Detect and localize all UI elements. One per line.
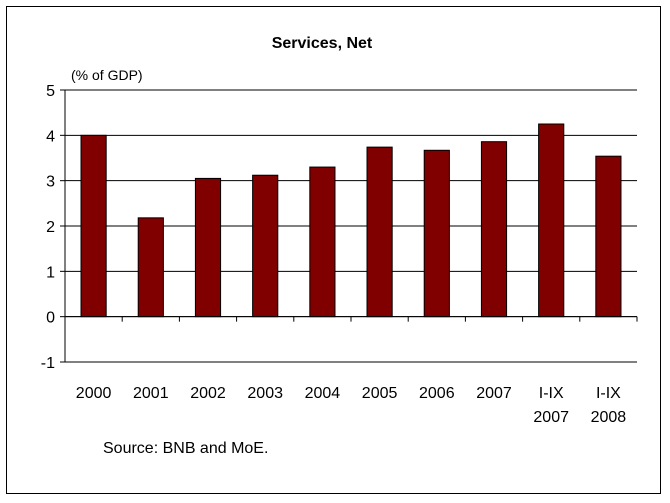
bar xyxy=(480,141,508,318)
x-tick-label: 2001 xyxy=(133,385,169,402)
y-tick-label: 5 xyxy=(46,83,55,100)
x-tick-label: 2006 xyxy=(419,385,455,402)
y-tick-label: 4 xyxy=(46,128,55,145)
source-note: Source: BNB and MoE. xyxy=(103,440,268,457)
y-tick-label: -1 xyxy=(41,355,55,372)
bar xyxy=(366,146,393,318)
x-axis: 2000 2001 2002 2003 2004 2005 2006 2007 I-IX 2007… xyxy=(64,316,638,426)
chart-frame: Services, Net (% of GDP) -1 0 1 2 3 4 5 2000 20… xyxy=(6,6,661,494)
x-tick-label: I-IX 2008 xyxy=(591,385,627,426)
x-tick-label: 2004 xyxy=(305,385,341,402)
x-tick-label: 2005 xyxy=(362,385,398,402)
y-tick-label: 2 xyxy=(46,219,55,236)
x-tick-label: 2003 xyxy=(247,385,283,402)
y-tick-label: 3 xyxy=(46,174,55,191)
bar xyxy=(423,149,450,318)
x-tick-label: I-IX 2007 xyxy=(533,385,569,426)
bar xyxy=(194,177,222,318)
bar xyxy=(252,174,279,318)
x-tick-label: 2007 xyxy=(476,385,512,402)
bar xyxy=(538,123,565,318)
x-tick-label: 2002 xyxy=(190,385,226,402)
chart-title: Services, Net xyxy=(272,35,373,52)
bar xyxy=(595,155,622,318)
bar xyxy=(309,166,336,318)
bar xyxy=(80,134,107,318)
y-tick-label: 1 xyxy=(46,264,55,281)
bar xyxy=(137,217,164,318)
y-tick-label: 0 xyxy=(46,310,55,327)
bars xyxy=(80,123,622,318)
x-tick-label: 2000 xyxy=(76,385,112,402)
unit-label: (% of GDP) xyxy=(71,67,143,83)
